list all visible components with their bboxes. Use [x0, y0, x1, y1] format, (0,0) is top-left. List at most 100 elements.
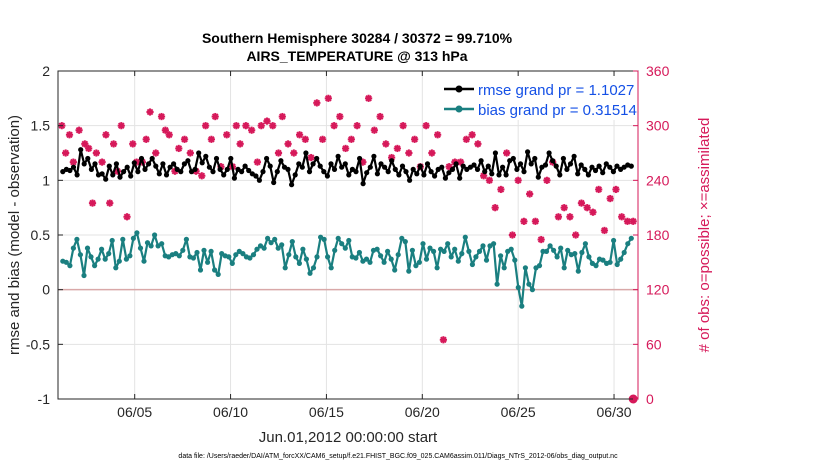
obs-assimilated-marker [393, 144, 401, 153]
y-left-tick-label: -0.5 [26, 336, 50, 352]
rmse-point [103, 176, 109, 182]
bias-point [116, 258, 122, 264]
rmse-point [181, 161, 187, 167]
bias-point [427, 245, 433, 251]
rmse-point [485, 163, 491, 169]
bias-point [339, 241, 345, 247]
rmse-point [289, 182, 295, 188]
rmse-point [592, 167, 599, 174]
obs-assimilated-marker [353, 122, 361, 130]
obs-assimilated-marker [497, 185, 505, 194]
rmse-point [292, 172, 298, 178]
bias-point [392, 267, 398, 273]
bias-point [519, 303, 525, 309]
obs-assimilated-marker [526, 190, 534, 198]
rmse-point [117, 174, 123, 180]
rmse-point [521, 169, 527, 175]
obs-assimilated-marker [110, 140, 118, 148]
rmse-point [78, 147, 84, 153]
rmse-point [306, 169, 313, 175]
marker-stroke [376, 113, 384, 120]
rmse-point [424, 161, 431, 167]
rmse-point [453, 161, 459, 167]
bias-point [275, 245, 281, 251]
rmse-point [546, 150, 552, 156]
bias-point [286, 252, 292, 258]
rmse-point [582, 166, 588, 172]
y-axis-right-label: # of obs: o=possible; ×=assimilated [696, 118, 713, 353]
marker-stroke [319, 136, 326, 143]
bias-point [395, 252, 401, 258]
legend: rmse grand pr = 1.1027 bias grand pr = 0… [440, 76, 637, 120]
rmse-point [81, 161, 87, 167]
obs-assimilated-marker [445, 163, 453, 171]
bias-point [113, 265, 119, 271]
rmse-point [357, 155, 363, 162]
rmse-point [550, 158, 556, 164]
bias-point [586, 254, 592, 260]
marker-stroke [290, 149, 298, 157]
y-right-tick-label: 300 [646, 118, 670, 134]
marker-stroke [66, 131, 73, 139]
bias-point [95, 256, 101, 262]
marker-stroke [560, 204, 568, 211]
rmse-point [221, 172, 227, 178]
marker-stroke [248, 126, 255, 134]
marker-stroke [411, 136, 418, 143]
x-tick-label: 06/30 [597, 404, 632, 420]
rmse-point [110, 172, 116, 178]
bias-point [134, 230, 140, 236]
y-right-tick-label: 0 [646, 391, 654, 407]
bias-point [307, 270, 313, 276]
bias-point [385, 248, 391, 254]
obs-assimilated-marker [236, 140, 244, 148]
grid [58, 70, 638, 400]
rmse-point [242, 163, 248, 169]
marker-stroke [93, 149, 100, 157]
bias-point [247, 255, 253, 261]
obs-assimilated-marker [422, 122, 430, 130]
bias-point [328, 265, 334, 271]
y-right-tick-label: 240 [646, 172, 670, 188]
rmse-point [535, 174, 541, 180]
bias-point [180, 247, 186, 253]
marker-stroke [526, 190, 533, 198]
obs-assimilated-marker [92, 149, 100, 157]
bias-point [388, 256, 394, 262]
obs-assimilated-marker [157, 112, 166, 121]
marker-stroke [208, 136, 215, 143]
marker-stroke [399, 122, 407, 129]
marker-stroke [624, 218, 631, 225]
marker-stroke [491, 204, 499, 211]
bias-point [208, 248, 214, 254]
bias-point [491, 241, 497, 247]
bias-point [190, 255, 196, 261]
rmse-point [421, 172, 427, 178]
rmse-point [557, 172, 563, 178]
marker-stroke [595, 186, 603, 193]
marker-stroke [211, 113, 219, 120]
bias-point [420, 241, 426, 247]
bias-point [466, 248, 472, 254]
bias-point [565, 247, 571, 253]
bias-point [346, 237, 352, 244]
marker-stroke [422, 122, 430, 129]
marker-stroke [532, 218, 539, 225]
rmse-point [575, 171, 581, 177]
y-axis-left-label: rmse and bias (model - observation) [6, 115, 23, 355]
bias-point [293, 254, 299, 260]
obs-assimilated-marker [232, 122, 240, 130]
rmse-point [231, 175, 237, 181]
obs-assimilated-marker [370, 126, 378, 134]
legend-rmse-marker [455, 85, 463, 93]
rmse-point [371, 153, 377, 159]
rmse-point [213, 155, 220, 162]
bias-point [321, 236, 327, 242]
obs-assimilated-marker [242, 122, 250, 130]
marker-stroke [468, 131, 476, 139]
chart-subtitle: AIRS_TEMPERATURE @ 313 hPa [246, 48, 467, 64]
obs-assimilated-marker [152, 149, 160, 157]
bias-point [473, 254, 479, 260]
bias-point [92, 263, 98, 269]
rmse-point [614, 163, 620, 169]
